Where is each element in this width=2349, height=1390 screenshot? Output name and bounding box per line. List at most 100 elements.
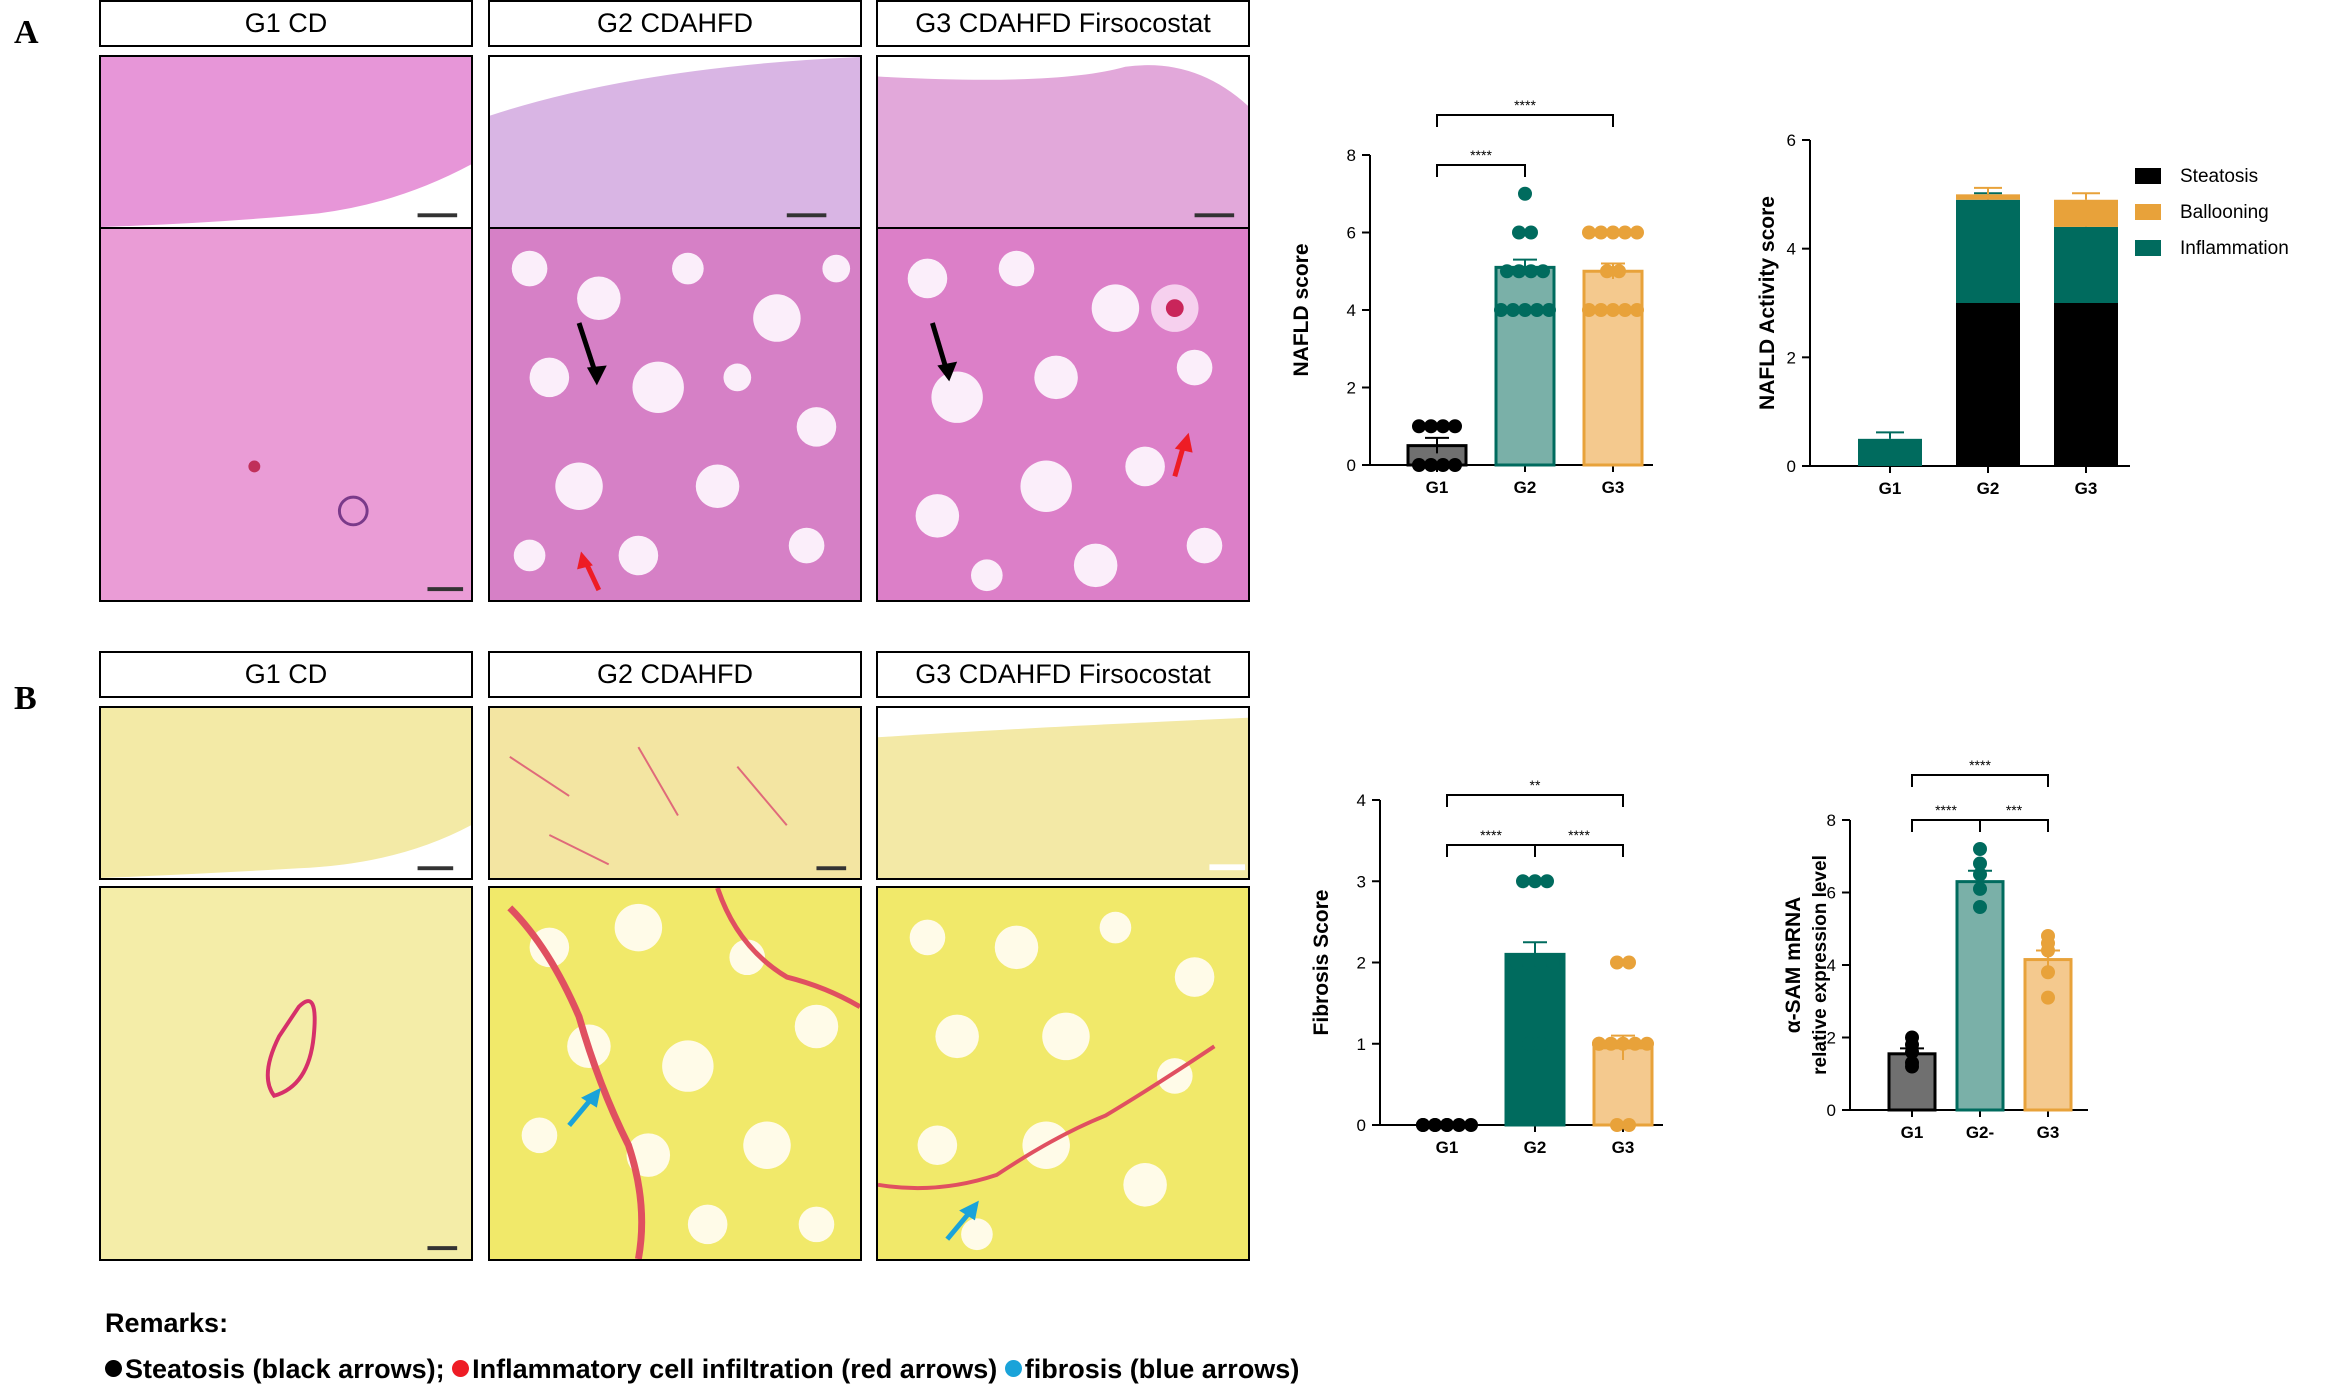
y-tick-label: 0	[1347, 456, 1356, 475]
y-tick-label: 0	[1827, 1101, 1836, 1120]
steatosis-dot-icon	[105, 1360, 122, 1378]
x-tick-label: G2	[1524, 1138, 1547, 1157]
header-a-g2: G2 CDAHFD	[488, 0, 862, 47]
data-point	[1973, 900, 1987, 914]
data-point	[1518, 186, 1532, 201]
data-point	[1424, 419, 1438, 434]
legend-swatch	[2135, 240, 2161, 256]
data-point	[1600, 264, 1614, 279]
remark-steatosis: Steatosis (black arrows);	[125, 1354, 445, 1384]
data-point	[1618, 303, 1632, 317]
data-point	[1630, 225, 1644, 240]
y-tick-label: 4	[1827, 956, 1836, 975]
inflammation-dot-icon	[452, 1360, 470, 1378]
x-tick-label: G3	[2075, 479, 2098, 498]
data-point	[1510, 955, 1524, 970]
micrograph-b-g1-lowmag	[99, 706, 473, 880]
header-b-g3: G3 CDAHFD Firsocostat	[876, 651, 1250, 698]
stacked-bar-ballooning	[1956, 194, 2020, 200]
data-point	[1448, 458, 1462, 472]
data-point	[1506, 303, 1520, 317]
y-tick-label: 2	[1347, 379, 1356, 398]
data-point	[1436, 458, 1450, 472]
header-b-g2: G2 CDAHFD	[488, 651, 862, 698]
micrograph-a-g1-lowmag	[99, 55, 473, 229]
data-point	[1448, 419, 1462, 434]
data-point	[1522, 1036, 1536, 1051]
data-point	[1516, 874, 1530, 889]
bar	[1955, 880, 2005, 1112]
data-point	[1610, 955, 1624, 970]
data-point	[1973, 867, 1987, 882]
data-point	[1412, 458, 1426, 472]
data-point	[1612, 264, 1626, 279]
data-point	[1594, 303, 1608, 317]
chart-asam-mrna: 0 2 4 6 8 α-SAM mRNA relative expression level…	[1770, 735, 2150, 1155]
bar	[1582, 269, 1644, 467]
data-point	[1542, 303, 1556, 317]
x-tick-label: G1	[1901, 1123, 1924, 1142]
significance-bracket	[1911, 819, 1981, 832]
data-point	[1452, 1118, 1466, 1132]
y-tick-label: 0	[1357, 1116, 1366, 1135]
data-point	[1524, 264, 1538, 279]
data-point	[1582, 225, 1596, 240]
bar	[1504, 952, 1566, 1127]
x-tick-label: G1	[1426, 478, 1449, 497]
data-point	[1628, 1036, 1642, 1051]
significance-label: ****	[1969, 757, 1991, 773]
data-point	[1640, 1036, 1654, 1051]
significance-bracket	[1911, 774, 2049, 787]
y-tick-label: 4	[1347, 301, 1356, 320]
y-tick-label: 0	[1787, 457, 1796, 476]
data-point	[1592, 1036, 1606, 1051]
significance-label: ***	[2006, 802, 2023, 818]
data-point	[1616, 1036, 1630, 1051]
legend-label: Inflammation	[2180, 238, 2289, 259]
panel-label-b: B	[14, 680, 37, 717]
data-point	[1528, 874, 1542, 889]
micrograph-b-g2-lowmag	[488, 706, 862, 880]
data-point	[1512, 264, 1526, 279]
micrograph-b-g1-highmag	[99, 886, 473, 1261]
header-a-g3: G3 CDAHFD Firsocostat	[876, 0, 1250, 47]
data-point	[1604, 1036, 1618, 1051]
significance-bracket	[1436, 164, 1526, 177]
data-point	[1630, 303, 1644, 317]
data-point	[1534, 1036, 1548, 1051]
remarks-title: Remarks:	[105, 1308, 229, 1338]
data-point	[1536, 264, 1550, 279]
data-point	[1424, 458, 1438, 472]
stacked-bar-steatosis	[2054, 303, 2118, 466]
data-point	[1412, 419, 1426, 434]
y-tick-label: 4	[1787, 240, 1796, 259]
y-tick-label: 3	[1357, 872, 1366, 891]
significance-label: ****	[1480, 827, 1502, 843]
x-tick-label: G2-	[1966, 1123, 1994, 1142]
data-point	[1500, 264, 1514, 279]
micrograph-a-g2-highmag	[488, 227, 862, 602]
data-point	[2041, 965, 2055, 980]
data-point	[1606, 225, 1620, 240]
x-tick-label: G3	[2037, 1123, 2060, 1142]
y-tick-label: 2	[1787, 348, 1796, 367]
x-tick-label: G2	[1977, 479, 2000, 498]
micrograph-b-g3-lowmag	[876, 706, 1250, 880]
remark-inflammation: Inflammatory cell infiltration (red arro…	[472, 1354, 998, 1384]
micrograph-a-g3-lowmag	[876, 55, 1250, 229]
y-tick-label: 6	[1827, 884, 1836, 903]
stacked-bar-inflammation	[2054, 226, 2118, 303]
y-tick-label: 8	[1827, 811, 1836, 830]
y-axis-label: NAFLD score	[1290, 243, 1313, 376]
data-point	[1436, 419, 1450, 434]
significance-bracket	[1446, 794, 1624, 807]
x-tick-label: G1	[1879, 479, 1902, 498]
panel-label-a: A	[14, 14, 39, 51]
significance-label: **	[1530, 777, 1541, 793]
y-tick-label: 1	[1357, 1035, 1366, 1054]
y-tick-label: 2	[1827, 1029, 1836, 1048]
remarks-line: Steatosis (black arrows); Inflammatory c…	[105, 1354, 1299, 1385]
data-point	[1530, 303, 1544, 317]
significance-bracket	[1436, 114, 1614, 127]
chart-nafld-activity-score: 0 2 4 6 NAFLD Activity score G1 G2 G3 Steatosis B…	[1740, 110, 2320, 510]
